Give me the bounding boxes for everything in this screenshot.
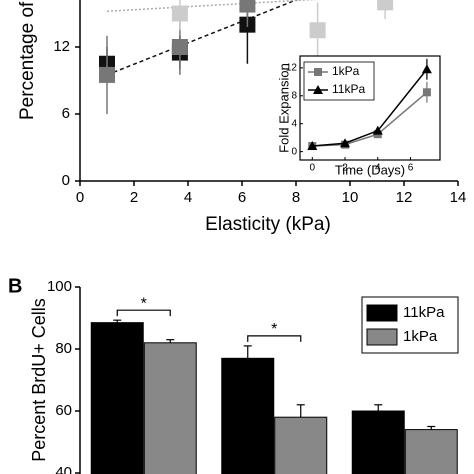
point (421, 64, 432, 74)
fit-line (106, 0, 299, 76)
y-tick-label: 0 (291, 146, 297, 157)
point (99, 66, 115, 83)
legend-swatch (366, 304, 398, 322)
x-tick-label: 0 (309, 163, 315, 174)
y-tick-label: 80 (55, 340, 72, 357)
point (372, 125, 383, 135)
bar (274, 416, 328, 474)
x-tick-label: 2 (130, 189, 138, 206)
y-axis-label: Percent BrdU+ Cells (29, 298, 49, 462)
bar (351, 410, 405, 474)
point (307, 141, 318, 151)
fit-line (106, 0, 319, 13)
y-tick-label: 12 (286, 63, 298, 74)
point (239, 0, 256, 13)
point (313, 85, 323, 94)
y-tick-label: 8 (291, 90, 297, 101)
panel-label: B (8, 275, 22, 297)
legend-label: 11kPa (403, 304, 445, 321)
significance-bracket (247, 335, 302, 342)
x-axis-label: Elasticity (kPa) (205, 214, 331, 235)
y-tick-label: 0 (62, 172, 70, 189)
y-axis-label: Percentage of (17, 1, 38, 120)
x-tick-label: 2 (342, 163, 348, 174)
point (171, 39, 188, 55)
y-tick-label: 12 (53, 38, 70, 55)
y-tick-label: 100 (47, 278, 72, 295)
x-tick-label: 14 (450, 189, 467, 206)
point (171, 5, 188, 22)
x-tick-label: 6 (408, 163, 414, 174)
bar (143, 342, 197, 474)
legend-swatch (366, 328, 398, 346)
point (377, 0, 394, 11)
y-tick-label: 40 (55, 464, 72, 474)
legend-label: 11kPa (332, 82, 365, 96)
significance-bracket (116, 309, 171, 317)
point (422, 88, 431, 97)
series-line (312, 68, 428, 147)
point (314, 68, 322, 76)
legend-label: 1kPa (403, 328, 438, 345)
x-tick-label: 4 (184, 189, 192, 206)
x-tick-label: 8 (292, 189, 300, 206)
y-tick-label: 4 (291, 118, 297, 129)
x-tick-label: 10 (342, 189, 359, 206)
significance-label: * (141, 295, 147, 312)
y-axis-label: Fold Expansion (276, 63, 291, 153)
bar (221, 357, 275, 474)
point (340, 138, 351, 148)
y-tick-label: 6 (62, 105, 70, 122)
point (309, 22, 326, 39)
bar (90, 322, 144, 474)
y-tick-label: 60 (55, 402, 72, 419)
inset-frame (299, 55, 441, 161)
x-tick-label: 12 (396, 189, 413, 206)
bar (404, 429, 458, 474)
x-tick-label: 4 (375, 163, 381, 174)
legend-frame (303, 61, 375, 101)
x-axis-label: Time (Days) (335, 162, 405, 177)
legend-label: 1kPa (332, 64, 360, 78)
x-tick-label: 6 (238, 189, 246, 206)
significance-label: * (271, 321, 277, 338)
x-tick-label: 0 (76, 189, 84, 206)
